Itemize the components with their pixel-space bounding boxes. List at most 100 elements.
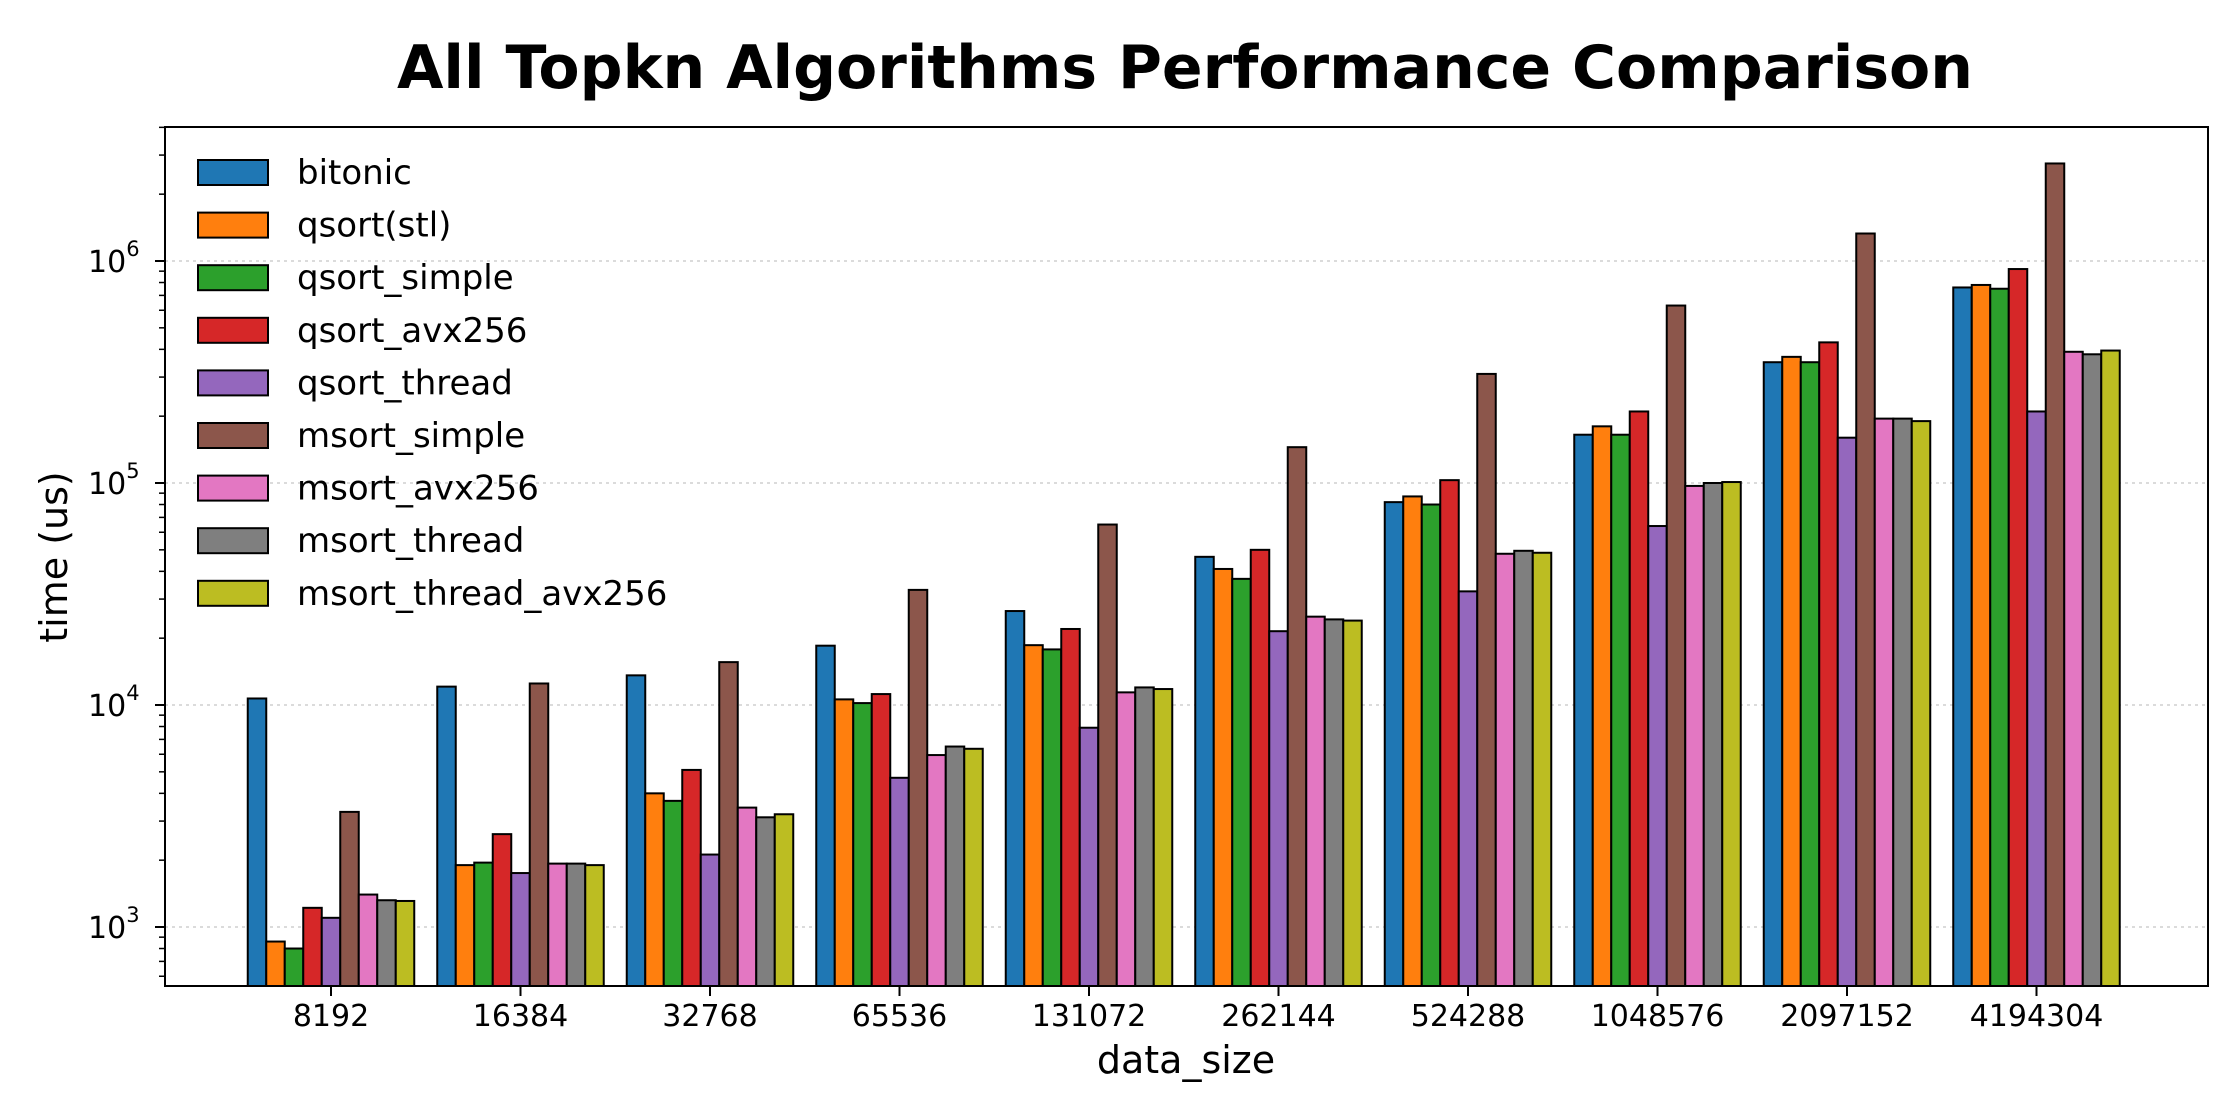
y-axis-label: time (us) (32, 471, 76, 642)
y-tick-label-exponent: 6 (126, 237, 139, 261)
legend-swatch (197, 316, 269, 344)
bar-msort-thread-avx256-2097152 (1910, 420, 1932, 987)
bar-msort-avx256-131072 (1115, 691, 1137, 987)
bar-bitonic-131072 (1004, 610, 1026, 987)
legend: bitonic qsort(stl) qsort_simple qsort_avx25… (197, 153, 667, 614)
bar-msort-simple-8192 (339, 810, 360, 987)
bar-qsort-avx256-32768 (681, 768, 702, 988)
bar-msort-thread-262144 (1323, 618, 1345, 987)
bar-qsort-avx256-262144 (1249, 548, 1271, 987)
bar-qsort-stl--262144 (1212, 567, 1234, 987)
x-tick-label: 16384 (473, 999, 568, 1034)
bar-msort-thread-avx256-65536 (963, 747, 984, 988)
bar-qsort-simple-32768 (662, 799, 684, 987)
bar-msort-thread-avx256-8192 (394, 899, 416, 987)
bar-bitonic-65536 (815, 644, 836, 987)
x-tick-label: 8192 (293, 999, 369, 1034)
legend-label: msort_avx256 (297, 469, 539, 509)
bar-bitonic-16384 (436, 685, 457, 987)
bar-msort-thread-1048576 (1702, 482, 1724, 987)
legend-swatch (197, 369, 269, 397)
legend-label: qsort_thread (297, 363, 513, 403)
bar-msort-avx256-8192 (357, 893, 379, 987)
y-tick-label: 104 (88, 681, 140, 724)
bar-qsort-stl--32768 (644, 792, 665, 988)
y-tick-label: 106 (88, 237, 140, 280)
bar-qsort-thread-4194304 (2026, 410, 2047, 987)
x-tick-label: 1048576 (1591, 999, 1725, 1034)
bar-qsort-simple-524288 (1420, 503, 1442, 987)
x-tick-label: 131072 (1032, 999, 1147, 1034)
bar-qsort-stl--131072 (1023, 644, 1044, 988)
bar-msort-thread-2097152 (1892, 417, 1913, 987)
bar-qsort-thread-524288 (1457, 590, 1479, 987)
bar-qsort-avx256-65536 (870, 693, 892, 987)
bar-msort-thread-65536 (944, 745, 966, 988)
bar-qsort-stl--2097152 (1781, 355, 1802, 988)
bar-qsort-simple-1048576 (1610, 433, 1631, 987)
legend-label: qsort_avx256 (297, 311, 527, 351)
bar-qsort-simple-8192 (283, 947, 305, 988)
bar-msort-simple-4194304 (2044, 162, 2066, 987)
legend-swatch (197, 211, 269, 239)
bar-bitonic-262144 (1194, 555, 1215, 987)
bar-qsort-avx256-131072 (1060, 627, 1081, 987)
bar-qsort-simple-65536 (852, 702, 873, 987)
bar-qsort-stl--524288 (1402, 495, 1423, 987)
plot-area-frame (164, 126, 2209, 987)
legend-swatch (197, 527, 269, 555)
bar-qsort-avx256-2097152 (1818, 341, 1839, 987)
legend-label: msort_simple (297, 416, 525, 456)
legend-label: msort_thread (297, 521, 524, 561)
legend-swatch (197, 159, 269, 186)
bar-qsort-thread-65536 (889, 776, 910, 987)
bar-qsort-avx256-16384 (491, 833, 513, 987)
bar-qsort-stl--16384 (454, 864, 476, 987)
bar-bitonic-32768 (625, 674, 647, 987)
chart-title: All Topkn Algorithms Performance Compari… (397, 33, 1973, 103)
bar-qsort-thread-2097152 (1836, 436, 1858, 987)
bar-msort-thread-8192 (376, 899, 397, 988)
bar-msort-avx256-2097152 (1873, 417, 1895, 987)
bar-qsort-thread-131072 (1078, 726, 1100, 988)
bar-bitonic-2097152 (1762, 361, 1784, 987)
y-tick-label-base: 10 (88, 689, 126, 724)
legend-swatch (197, 264, 269, 292)
legend-label: msort_thread_avx256 (297, 574, 667, 614)
bar-qsort-thread-16384 (510, 872, 531, 987)
bar-msort-thread-avx256-262144 (1342, 619, 1363, 987)
bar-msort-thread-avx256-524288 (1531, 551, 1553, 987)
x-tick-label: 32768 (662, 999, 757, 1034)
bar-qsort-simple-4194304 (1989, 287, 2010, 987)
bar-msort-thread-avx256-1048576 (1721, 481, 1742, 987)
bar-msort-simple-65536 (907, 588, 929, 987)
bar-msort-thread-32768 (755, 816, 776, 987)
y-tick-label-exponent: 3 (126, 903, 139, 927)
bar-qsort-avx256-1048576 (1628, 410, 1650, 987)
bar-msort-avx256-4194304 (2063, 350, 2084, 988)
bar-qsort-stl--1048576 (1591, 425, 1613, 987)
bar-qsort-stl--4194304 (1970, 283, 1992, 987)
bar-qsort-simple-2097152 (1799, 361, 1821, 987)
legend-label: qsort(stl) (297, 206, 451, 246)
bar-qsort-avx256-524288 (1439, 479, 1460, 987)
bar-bitonic-524288 (1383, 501, 1405, 987)
x-axis-label: data_size (1097, 1038, 1275, 1082)
x-tick-label: 2097152 (1780, 999, 1914, 1034)
bar-msort-simple-32768 (718, 661, 739, 987)
y-tick-label: 103 (88, 903, 140, 946)
bar-bitonic-8192 (246, 697, 268, 987)
legend-label: bitonic (297, 153, 412, 193)
bar-msort-avx256-524288 (1494, 552, 1516, 988)
bar-msort-simple-524288 (1476, 372, 1497, 987)
x-axis: 8192 16384 32768 65536 131072 262144 524288 104… (293, 986, 2103, 1034)
x-tick-label: 524288 (1411, 999, 1526, 1034)
bar-bitonic-4194304 (1952, 286, 1973, 987)
bar-qsort-stl--8192 (265, 940, 286, 987)
y-tick-label-base: 10 (88, 245, 126, 280)
bar-msort-thread-avx256-4194304 (2100, 349, 2121, 988)
bar-msort-simple-16384 (528, 682, 550, 987)
y-tick-label-exponent: 4 (126, 681, 139, 705)
bar-qsort-simple-262144 (1231, 577, 1252, 987)
